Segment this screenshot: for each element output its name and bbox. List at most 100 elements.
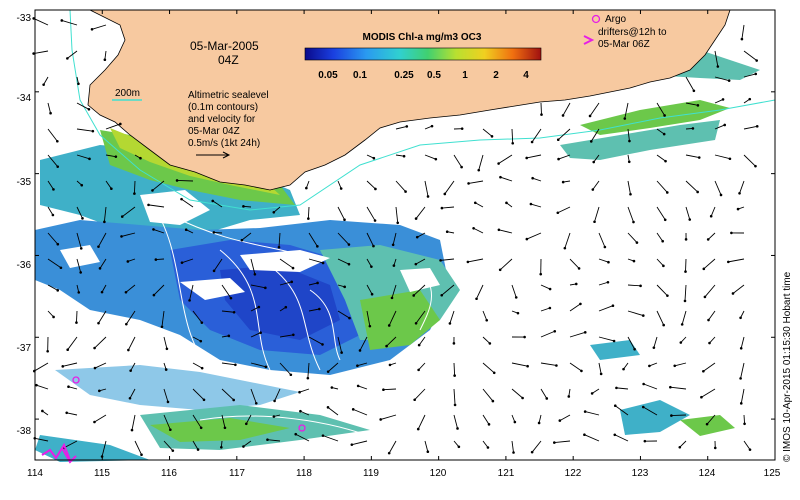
colorbar-gradient (304, 47, 542, 61)
velocity-vector (482, 336, 491, 344)
velocity-vector-head (164, 368, 168, 371)
velocity-vector-head (688, 218, 692, 221)
velocity-vector (538, 414, 542, 424)
velocity-vector-head (492, 371, 496, 375)
velocity-vector (444, 180, 455, 195)
velocity-vector (706, 414, 716, 425)
velocity-vector (366, 284, 373, 295)
velocity-vector-head (430, 124, 434, 128)
y-tick-label: -37 (17, 343, 32, 354)
velocity-vector (569, 362, 582, 372)
velocity-vector-head (545, 397, 549, 400)
velocity-vector (47, 284, 58, 291)
velocity-vector-head (42, 83, 45, 86)
velocity-vector-head (125, 322, 128, 326)
velocity-vector (424, 180, 429, 197)
velocity-vector-head (662, 264, 665, 268)
velocity-vector (656, 258, 664, 267)
velocity-vector-head (499, 175, 502, 179)
velocity-vector-head (93, 346, 96, 350)
velocity-vector-head (290, 280, 294, 284)
velocity-vector-head (525, 156, 528, 160)
argo-legend-line: Argo (605, 14, 627, 25)
velocity-vector (473, 227, 484, 234)
velocity-vector-head (316, 281, 319, 285)
velocity-vector (627, 180, 631, 195)
velocity-vector (34, 437, 49, 442)
velocity-vector-head (415, 235, 419, 239)
velocity-vector-head (120, 235, 123, 238)
velocity-vector-head (739, 346, 743, 350)
velocity-vector (366, 310, 371, 327)
velocity-vector-head (242, 205, 245, 208)
velocity-vector (531, 128, 542, 143)
velocity-vector-head (448, 322, 452, 325)
sealevel-contours (149, 199, 433, 441)
velocity-vector (250, 388, 257, 404)
velocity-vector (267, 439, 281, 442)
velocity-vector (380, 414, 397, 420)
velocity-vector (395, 125, 407, 130)
velocity-vector (395, 180, 406, 192)
plot-frame (34, 9, 776, 461)
velocity-vector-head (641, 314, 645, 317)
velocity-vector-head (540, 113, 543, 116)
velocity-vector (482, 388, 494, 402)
velocity-vector (418, 362, 426, 371)
velocity-vector (532, 177, 542, 182)
velocity-vector (300, 410, 310, 416)
velocity-vector-head (56, 242, 60, 246)
colorbar-tick: 0.1 (353, 70, 367, 81)
velocity-vector-head (684, 270, 687, 273)
velocity-vector-head (103, 58, 107, 62)
velocity-vector (499, 258, 513, 271)
velocity-vector (685, 206, 691, 220)
velocity-vector-head (548, 306, 552, 310)
velocity-vector-head (684, 238, 688, 241)
velocity-vector (703, 258, 716, 270)
velocity-vector-head (257, 305, 261, 309)
velocity-vector-head (321, 343, 324, 346)
colorbar-tick: 0.5 (427, 70, 441, 81)
velocity-vector (181, 198, 194, 208)
velocity-vector (47, 154, 59, 167)
velocity-vector-head (49, 111, 52, 115)
velocity-vector-head (56, 139, 59, 143)
velocity-vector-head (593, 220, 596, 224)
velocity-vector-head (340, 351, 343, 354)
velocity-vector (221, 362, 236, 366)
velocity-vector-head (66, 348, 69, 352)
velocity-vector (47, 310, 54, 318)
velocity-vector-head (580, 369, 583, 373)
velocity-vector-head (264, 365, 268, 369)
velocity-vector (279, 281, 292, 286)
velocity-vector-head (254, 401, 258, 405)
velocity-vector (414, 388, 426, 401)
velocity-vector-head (234, 363, 237, 367)
velocity-vector-head (212, 231, 216, 234)
velocity-vector-head (152, 293, 156, 297)
velocity-vector-head (731, 292, 735, 295)
sealevel-legend-line: 05-Mar 04Z (188, 126, 240, 137)
velocity-vector-head (443, 192, 447, 196)
velocity-vector (584, 434, 600, 442)
velocity-vector-head (240, 238, 244, 242)
velocity-vector-head (652, 346, 656, 349)
velocity-vector-head (440, 293, 444, 297)
velocity-vector (441, 284, 455, 296)
velocity-vector (181, 258, 194, 264)
velocity-vector-head (414, 217, 418, 220)
velocity-vector-head (440, 206, 444, 210)
velocity-vector-head (244, 422, 248, 426)
velocity-vector (569, 258, 580, 269)
velocity-vector (413, 284, 426, 296)
velocity-vector (250, 362, 267, 368)
velocity-vector-head (59, 266, 63, 270)
velocity-vector-head (583, 433, 586, 437)
velocity-vector (743, 414, 746, 424)
velocity-vector-head (382, 388, 385, 392)
velocity-vector (643, 406, 658, 416)
velocity-vector (212, 200, 223, 208)
velocity-vector (453, 154, 462, 168)
velocity-vector (531, 440, 542, 453)
